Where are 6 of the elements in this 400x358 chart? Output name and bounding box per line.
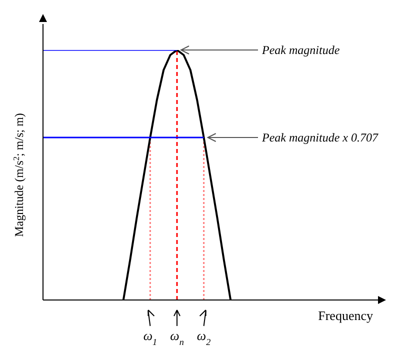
- annotation: Peak magnitude x 0.707: [261, 130, 379, 144]
- x-tick-label: ω$_{2}$: [196, 328, 212, 347]
- x-tick-label: ω$_{1}$: [143, 328, 158, 347]
- x-axis-title: Frequency: [318, 308, 374, 323]
- x-tick-label: ω$_{n}$: [170, 328, 184, 347]
- annotation: Peak magnitude: [261, 43, 340, 57]
